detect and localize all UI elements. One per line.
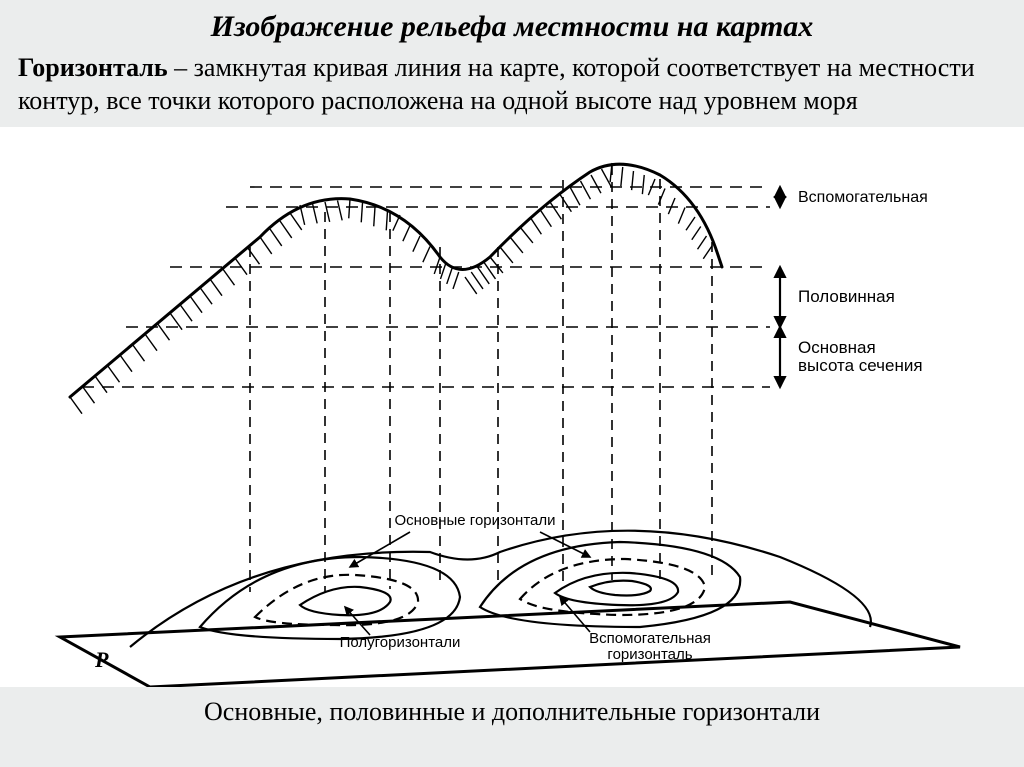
svg-text:высота сечения: высота сечения	[798, 356, 923, 375]
svg-text:Половинная: Половинная	[798, 287, 895, 306]
svg-text:P: P	[94, 647, 109, 672]
svg-text:Основные горизонтали: Основные горизонтали	[394, 512, 555, 529]
svg-text:Вспомогательная: Вспомогательная	[798, 189, 928, 206]
svg-text:Вспомогательная: Вспомогательная	[589, 630, 711, 647]
caption: Основные, половинные и дополнительные го…	[0, 687, 1024, 737]
diagram: Вспомогательная Половинная Основнаявысота …	[0, 127, 1024, 687]
svg-text:Основная: Основная	[798, 338, 876, 357]
svg-text:Полугоризонтали: Полугоризонтали	[340, 634, 461, 651]
term: Горизонталь	[18, 53, 168, 82]
definition-block: Горизонталь – замкнутая кривая линия на …	[0, 52, 1024, 127]
svg-text:горизонталь: горизонталь	[607, 646, 692, 663]
page-title: Изображение рельефа местности на картах	[0, 0, 1024, 52]
